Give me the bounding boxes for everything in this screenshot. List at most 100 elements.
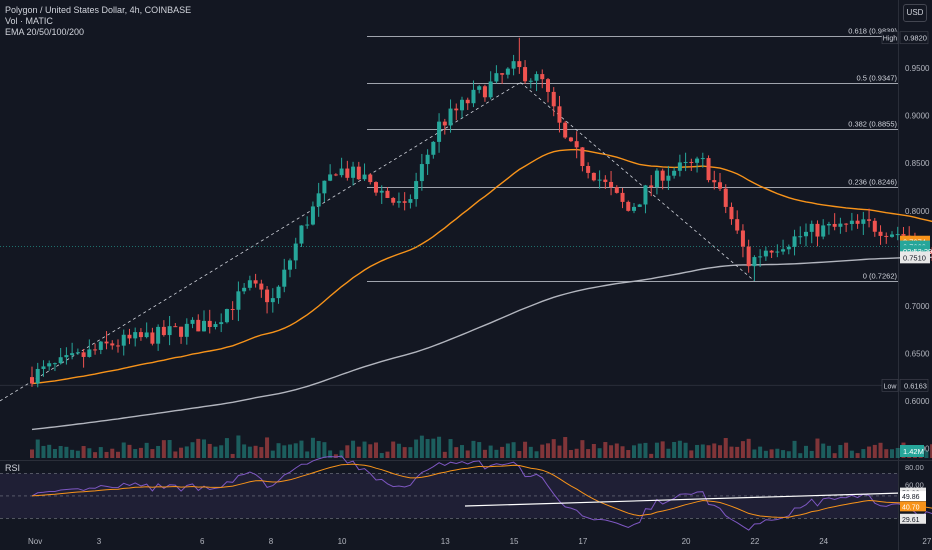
volume-bar [259,447,264,458]
time-tick-label: 15 [510,537,519,546]
candle-body [431,141,436,155]
price-marker-tag [881,31,899,45]
currency-button[interactable]: USD [903,4,927,22]
volume-bar [414,439,419,458]
volume-bar [649,453,654,458]
volume-bar [637,443,642,458]
volume-bar [826,445,831,458]
candle-body [459,99,465,111]
volume-bar [838,445,843,458]
trend-lines [0,82,898,402]
candle-body [758,256,763,258]
volume-bar [803,445,809,458]
volume-bar [230,453,235,458]
volume-bar [769,449,774,458]
volume-bar [362,441,367,458]
volume-bar [247,446,252,458]
candles [29,37,932,388]
candle-body [631,206,637,211]
volume-bar [144,442,149,458]
price-tick-label: 0.8500 [905,159,930,168]
candle-body [379,190,384,193]
volume-indicator-label[interactable]: Vol · MATIC [5,16,53,26]
candle-body [649,185,654,188]
candle-body [465,99,470,104]
fib-level-label: 0.236 (0.8246) [848,178,897,187]
price-marker-value: 0.9820 [904,34,927,43]
volume-bar [729,446,734,458]
candle-body [603,179,608,182]
volume-bar [184,446,189,458]
ema-lines [31,148,932,431]
volume-bar [488,445,493,458]
volume-bar [179,447,184,458]
candle-body [534,74,539,81]
chart-legend: Polygon / United States Dollar, 4h, COIN… [5,5,191,38]
volume-bar [161,440,166,458]
ema-200-line [31,256,932,431]
candle-body [52,363,57,365]
candle-body [872,220,877,232]
volume-bar [689,450,694,458]
ema-indicator-label[interactable]: EMA 20/50/100/200 [5,27,85,37]
price-marker-value: 0.6163 [904,381,927,390]
volume-bar [723,438,728,458]
candle-body [408,199,413,203]
candle-body [270,298,275,303]
candle-body [695,158,700,163]
candle-body [930,250,932,254]
volume-bar [706,445,711,458]
candle-body [712,180,717,183]
rsi-ma-line [31,463,932,518]
candle-body [867,219,872,221]
time-tick-label: 22 [750,537,759,546]
volume-bar [551,439,556,458]
candle-body [717,182,723,189]
volume-badge [900,445,924,457]
volume-bar [580,440,585,458]
candle-body [763,250,768,257]
candle-body [173,326,178,328]
volume-bar [574,448,579,458]
volume-bars [29,435,932,458]
volume-bar [775,448,780,458]
price-badge [900,251,930,264]
candle-body [545,79,551,92]
rsi-pane-label[interactable]: RSI [5,463,21,473]
candle-body [287,260,293,270]
candle-body [265,289,270,303]
candle-body [528,80,533,82]
volume-bar [821,443,826,458]
candle-body [144,332,149,338]
volume-bar [448,439,453,458]
volume-bar [482,449,487,458]
volume-bar [270,450,275,458]
candle-body [167,326,172,336]
volume-bar [299,440,304,458]
volume-bar [224,438,229,458]
volume-bar [540,444,545,458]
volume-bar [190,442,195,458]
volume-bar [781,450,786,458]
candle-body [815,223,820,237]
volume-bar [402,447,407,458]
rsi-trend-line [464,492,899,507]
candle-body [425,154,430,165]
volume-bar [293,443,298,458]
candle-body [855,220,860,224]
volume-bar [534,451,539,458]
candle-body [586,166,591,173]
volume-bar [64,446,69,458]
price-tick-label: 0.6500 [905,349,930,358]
volume-bar [654,442,659,458]
volume-bar [87,448,92,458]
time-tick-label: 27 [922,537,931,546]
symbol-title[interactable]: Polygon / United States Dollar, 4h, COIN… [5,5,192,15]
volume-bar [75,450,80,458]
volume-bar [47,444,52,458]
price-marker-tag [881,379,899,392]
volume-bar [242,444,247,458]
candle-body [345,168,350,178]
candle-body [666,175,671,181]
